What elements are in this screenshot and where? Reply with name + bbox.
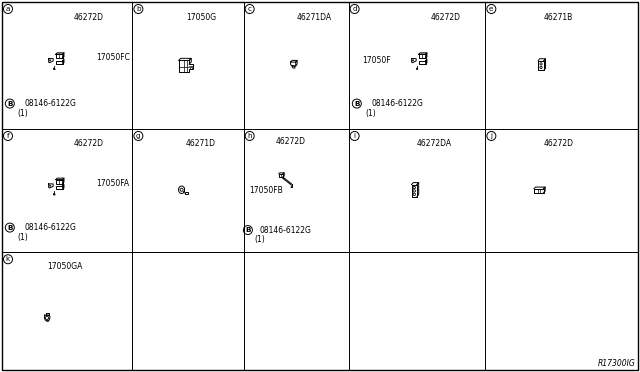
Text: (1): (1) [365, 109, 376, 118]
Text: 17050GA: 17050GA [47, 262, 83, 271]
Text: 46271DA: 46271DA [296, 13, 332, 22]
Text: 08146-6122G: 08146-6122G [259, 225, 311, 235]
Text: R17300IG: R17300IG [598, 359, 636, 368]
Text: k: k [6, 256, 10, 262]
Bar [56, 186, 63, 189]
Text: (1): (1) [18, 233, 28, 242]
Text: B: B [354, 100, 360, 106]
Bar [46, 313, 49, 315]
Text: 46272D: 46272D [275, 137, 305, 146]
Text: i: i [354, 133, 356, 139]
Text: 08146-6122G: 08146-6122G [372, 99, 424, 108]
Bar [189, 67, 192, 69]
Text: 46272D: 46272D [74, 139, 104, 148]
Text: 08146-6122G: 08146-6122G [24, 223, 76, 232]
Text: 46271D: 46271D [186, 139, 216, 148]
Text: h: h [248, 133, 252, 139]
Text: 17050FB: 17050FB [249, 186, 283, 195]
Text: c: c [248, 6, 252, 12]
Bar [46, 320, 48, 321]
Bar [419, 61, 426, 64]
Bar [56, 54, 63, 58]
Bar [279, 174, 284, 177]
Bar [56, 61, 63, 64]
Text: 46271B: 46271B [543, 13, 573, 22]
Text: 17050F: 17050F [362, 56, 391, 65]
Text: B: B [245, 227, 251, 233]
Text: g: g [136, 133, 141, 139]
Bar [56, 180, 63, 183]
Text: 08146-6122G: 08146-6122G [24, 99, 76, 108]
Text: f: f [7, 133, 9, 139]
Text: (1): (1) [254, 235, 265, 244]
Text: 46272DA: 46272DA [417, 139, 452, 148]
Text: B: B [7, 225, 13, 231]
Text: 17050G: 17050G [186, 13, 216, 22]
Text: e: e [489, 6, 493, 12]
Text: B: B [7, 100, 13, 106]
Text: (1): (1) [18, 109, 28, 118]
Bar [184, 192, 188, 194]
Bar [419, 54, 426, 58]
Text: d: d [352, 6, 357, 12]
Text: j: j [490, 133, 492, 139]
Text: 46272D: 46272D [543, 139, 573, 148]
Text: 17050FA: 17050FA [96, 179, 129, 188]
Text: 17050FC: 17050FC [96, 53, 130, 62]
Text: 46272D: 46272D [431, 13, 461, 22]
Text: b: b [136, 6, 141, 12]
Text: a: a [6, 6, 10, 12]
Text: 46272D: 46272D [74, 13, 104, 22]
